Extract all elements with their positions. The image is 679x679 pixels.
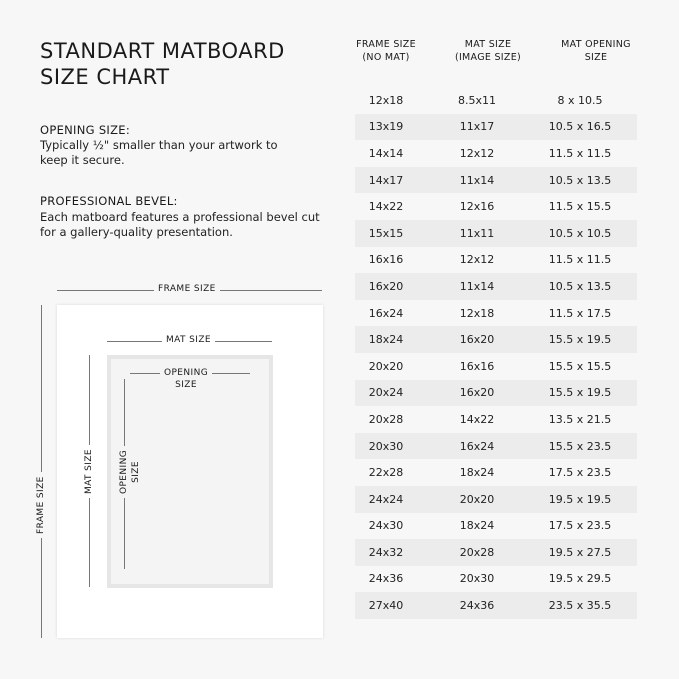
mat-size-cell: 11x11 bbox=[459, 226, 495, 240]
header-frame-size: FRAME SIZE (NO MAT) bbox=[356, 39, 416, 63]
opening-size-cell: 10.5 x 16.5 bbox=[548, 120, 612, 134]
table-row: 20x20 16x16 15.5 x 15.5 bbox=[355, 353, 637, 380]
frame-size-cell: 24x32 bbox=[368, 545, 404, 559]
mat-size-cell: 12x12 bbox=[459, 146, 495, 160]
frame-size-cell: 18x24 bbox=[368, 333, 404, 347]
frame-size-cell: 16x16 bbox=[368, 253, 404, 267]
opening-label: OPENING SIZE: bbox=[40, 123, 131, 137]
opening-size-cell: 8 x 10.5 bbox=[557, 93, 603, 107]
opening-text: Typically ½" smaller than your artwork t… bbox=[40, 138, 278, 167]
table-row: 24x32 20x28 19.5 x 27.5 bbox=[355, 539, 637, 566]
frame-size-cell: 22x28 bbox=[368, 466, 404, 480]
mat-size-cell: 16x24 bbox=[459, 439, 495, 453]
size-table: 12x18 8.5x11 8 x 10.5 13x19 11x17 10.5 x 16.5… bbox=[355, 87, 637, 619]
frame-size-vertical-label: FRAME SIZE bbox=[36, 472, 46, 538]
opening-size-cell: 13.5 x 21.5 bbox=[548, 412, 612, 426]
frame-size-cell: 27x40 bbox=[368, 599, 404, 613]
table-row: 20x28 14x22 13.5 x 21.5 bbox=[355, 406, 637, 433]
mat-size-cell: 16x20 bbox=[459, 386, 495, 400]
opening-size-label: OPENING SIZE bbox=[160, 367, 213, 391]
frame-size-cell: 20x28 bbox=[368, 412, 404, 426]
table-row: 16x16 12x12 11.5 x 11.5 bbox=[355, 247, 637, 274]
table-row: 16x20 11x14 10.5 x 13.5 bbox=[355, 273, 637, 300]
opening-size-cell: 23.5 x 35.5 bbox=[548, 599, 612, 613]
mat-size-cell: 18x24 bbox=[459, 466, 495, 480]
table-row: 12x18 8.5x11 8 x 10.5 bbox=[355, 87, 637, 114]
frame-size-cell: 14x22 bbox=[368, 200, 404, 214]
mat-size-cell: 12x16 bbox=[459, 200, 495, 214]
frame-size-cell: 13x19 bbox=[368, 120, 404, 134]
frame-size-cell: 24x36 bbox=[368, 572, 404, 586]
frame-size-cell: 20x30 bbox=[368, 439, 404, 453]
table-row: 20x30 16x24 15.5 x 23.5 bbox=[355, 432, 637, 460]
frame-size-cell: 14x17 bbox=[368, 173, 404, 187]
opening-size-cell: 15.5 x 15.5 bbox=[548, 359, 612, 373]
matboard-diagram: FRAME SIZE FRAME SIZE MAT SIZE MAT SIZE … bbox=[0, 270, 340, 679]
mat-size-cell: 20x20 bbox=[459, 492, 495, 506]
table-row: 15x15 11x11 10.5 x 10.5 bbox=[355, 219, 637, 247]
opening-size-cell: 19.5 x 29.5 bbox=[548, 572, 612, 586]
table-row: 14x14 12x12 11.5 x 11.5 bbox=[355, 140, 637, 167]
frame-size-label: FRAME SIZE bbox=[154, 284, 220, 294]
opening-size-cell: 19.5 x 27.5 bbox=[548, 545, 612, 559]
opening-size-cell: 15.5 x 19.5 bbox=[548, 386, 612, 400]
mat-size-cell: 18x24 bbox=[459, 519, 495, 533]
mat-size-cell: 11x14 bbox=[459, 173, 495, 187]
mat-size-cell: 16x16 bbox=[459, 359, 495, 373]
frame-size-cell: 24x30 bbox=[368, 519, 404, 533]
opening-size-cell: 15.5 x 23.5 bbox=[548, 439, 612, 453]
bevel-text: Each matboard features a professional be… bbox=[40, 210, 320, 239]
opening-size-cell: 19.5 x 19.5 bbox=[548, 492, 612, 506]
opening-size-cell: 11.5 x 15.5 bbox=[548, 200, 612, 214]
opening-size-cell: 10.5 x 10.5 bbox=[548, 226, 612, 240]
header-mat-opening: MAT OPENING SIZE bbox=[561, 39, 631, 63]
table-row: 22x28 18x24 17.5 x 23.5 bbox=[355, 459, 637, 486]
mat-size-cell: 12x12 bbox=[459, 253, 495, 267]
mat-size-cell: 11x14 bbox=[459, 279, 495, 293]
frame-size-cell: 16x20 bbox=[368, 279, 404, 293]
opening-size-cell: 11.5 x 11.5 bbox=[548, 146, 612, 160]
frame-size-cell: 12x18 bbox=[368, 93, 404, 107]
table-row: 14x22 12x16 11.5 x 15.5 bbox=[355, 193, 637, 220]
opening-size-cell: 17.5 x 23.5 bbox=[548, 466, 612, 480]
mat-size-cell: 8.5x11 bbox=[457, 93, 496, 107]
frame-size-cell: 16x24 bbox=[368, 306, 404, 320]
mat-size-cell: 20x30 bbox=[459, 572, 495, 586]
opening-size-vertical-label: OPENING SIZE bbox=[118, 445, 142, 498]
mat-size-cell: 16x20 bbox=[459, 333, 495, 347]
table-row: 18x24 16x20 15.5 x 19.5 bbox=[355, 326, 637, 353]
mat-size-cell: 11x17 bbox=[459, 120, 495, 134]
frame-size-cell: 14x14 bbox=[368, 146, 404, 160]
frame-size-cell: 20x20 bbox=[368, 359, 404, 373]
header-mat-size: MAT SIZE (IMAGE SIZE) bbox=[454, 39, 522, 63]
mat-size-cell: 12x18 bbox=[459, 306, 495, 320]
table-row: 27x40 24x36 23.5 x 35.5 bbox=[355, 592, 637, 619]
table-row: 24x30 18x24 17.5 x 23.5 bbox=[355, 513, 637, 540]
opening-size-cell: 11.5 x 17.5 bbox=[548, 306, 612, 320]
table-row: 24x36 20x30 19.5 x 29.5 bbox=[355, 566, 637, 593]
table-row: 13x19 11x17 10.5 x 16.5 bbox=[355, 113, 637, 141]
mat-size-cell: 24x36 bbox=[459, 599, 495, 613]
table-row: 20x24 16x20 15.5 x 19.5 bbox=[355, 379, 637, 407]
opening-size-cell: 17.5 x 23.5 bbox=[548, 519, 612, 533]
table-row: 24x24 20x20 19.5 x 19.5 bbox=[355, 485, 637, 513]
bevel-label: PROFESSIONAL BEVEL: bbox=[40, 194, 178, 208]
opening-size-cell: 10.5 x 13.5 bbox=[548, 279, 612, 293]
mat-size-label: MAT SIZE bbox=[162, 335, 216, 345]
table-row: 16x24 12x18 11.5 x 17.5 bbox=[355, 300, 637, 327]
mat-size-cell: 20x28 bbox=[459, 545, 495, 559]
opening-size-cell: 11.5 x 11.5 bbox=[548, 253, 612, 267]
table-row: 14x17 11x14 10.5 x 13.5 bbox=[355, 166, 637, 194]
opening-size-cell: 15.5 x 19.5 bbox=[548, 333, 612, 347]
opening-size-cell: 10.5 x 13.5 bbox=[548, 173, 612, 187]
frame-size-cell: 20x24 bbox=[368, 386, 404, 400]
frame-size-cell: 24x24 bbox=[368, 492, 404, 506]
page-title: STANDART MATBOARD SIZE CHART bbox=[40, 39, 285, 89]
mat-size-cell: 14x22 bbox=[459, 412, 495, 426]
mat-size-vertical-label: MAT SIZE bbox=[84, 444, 94, 498]
frame-size-cell: 15x15 bbox=[368, 226, 404, 240]
